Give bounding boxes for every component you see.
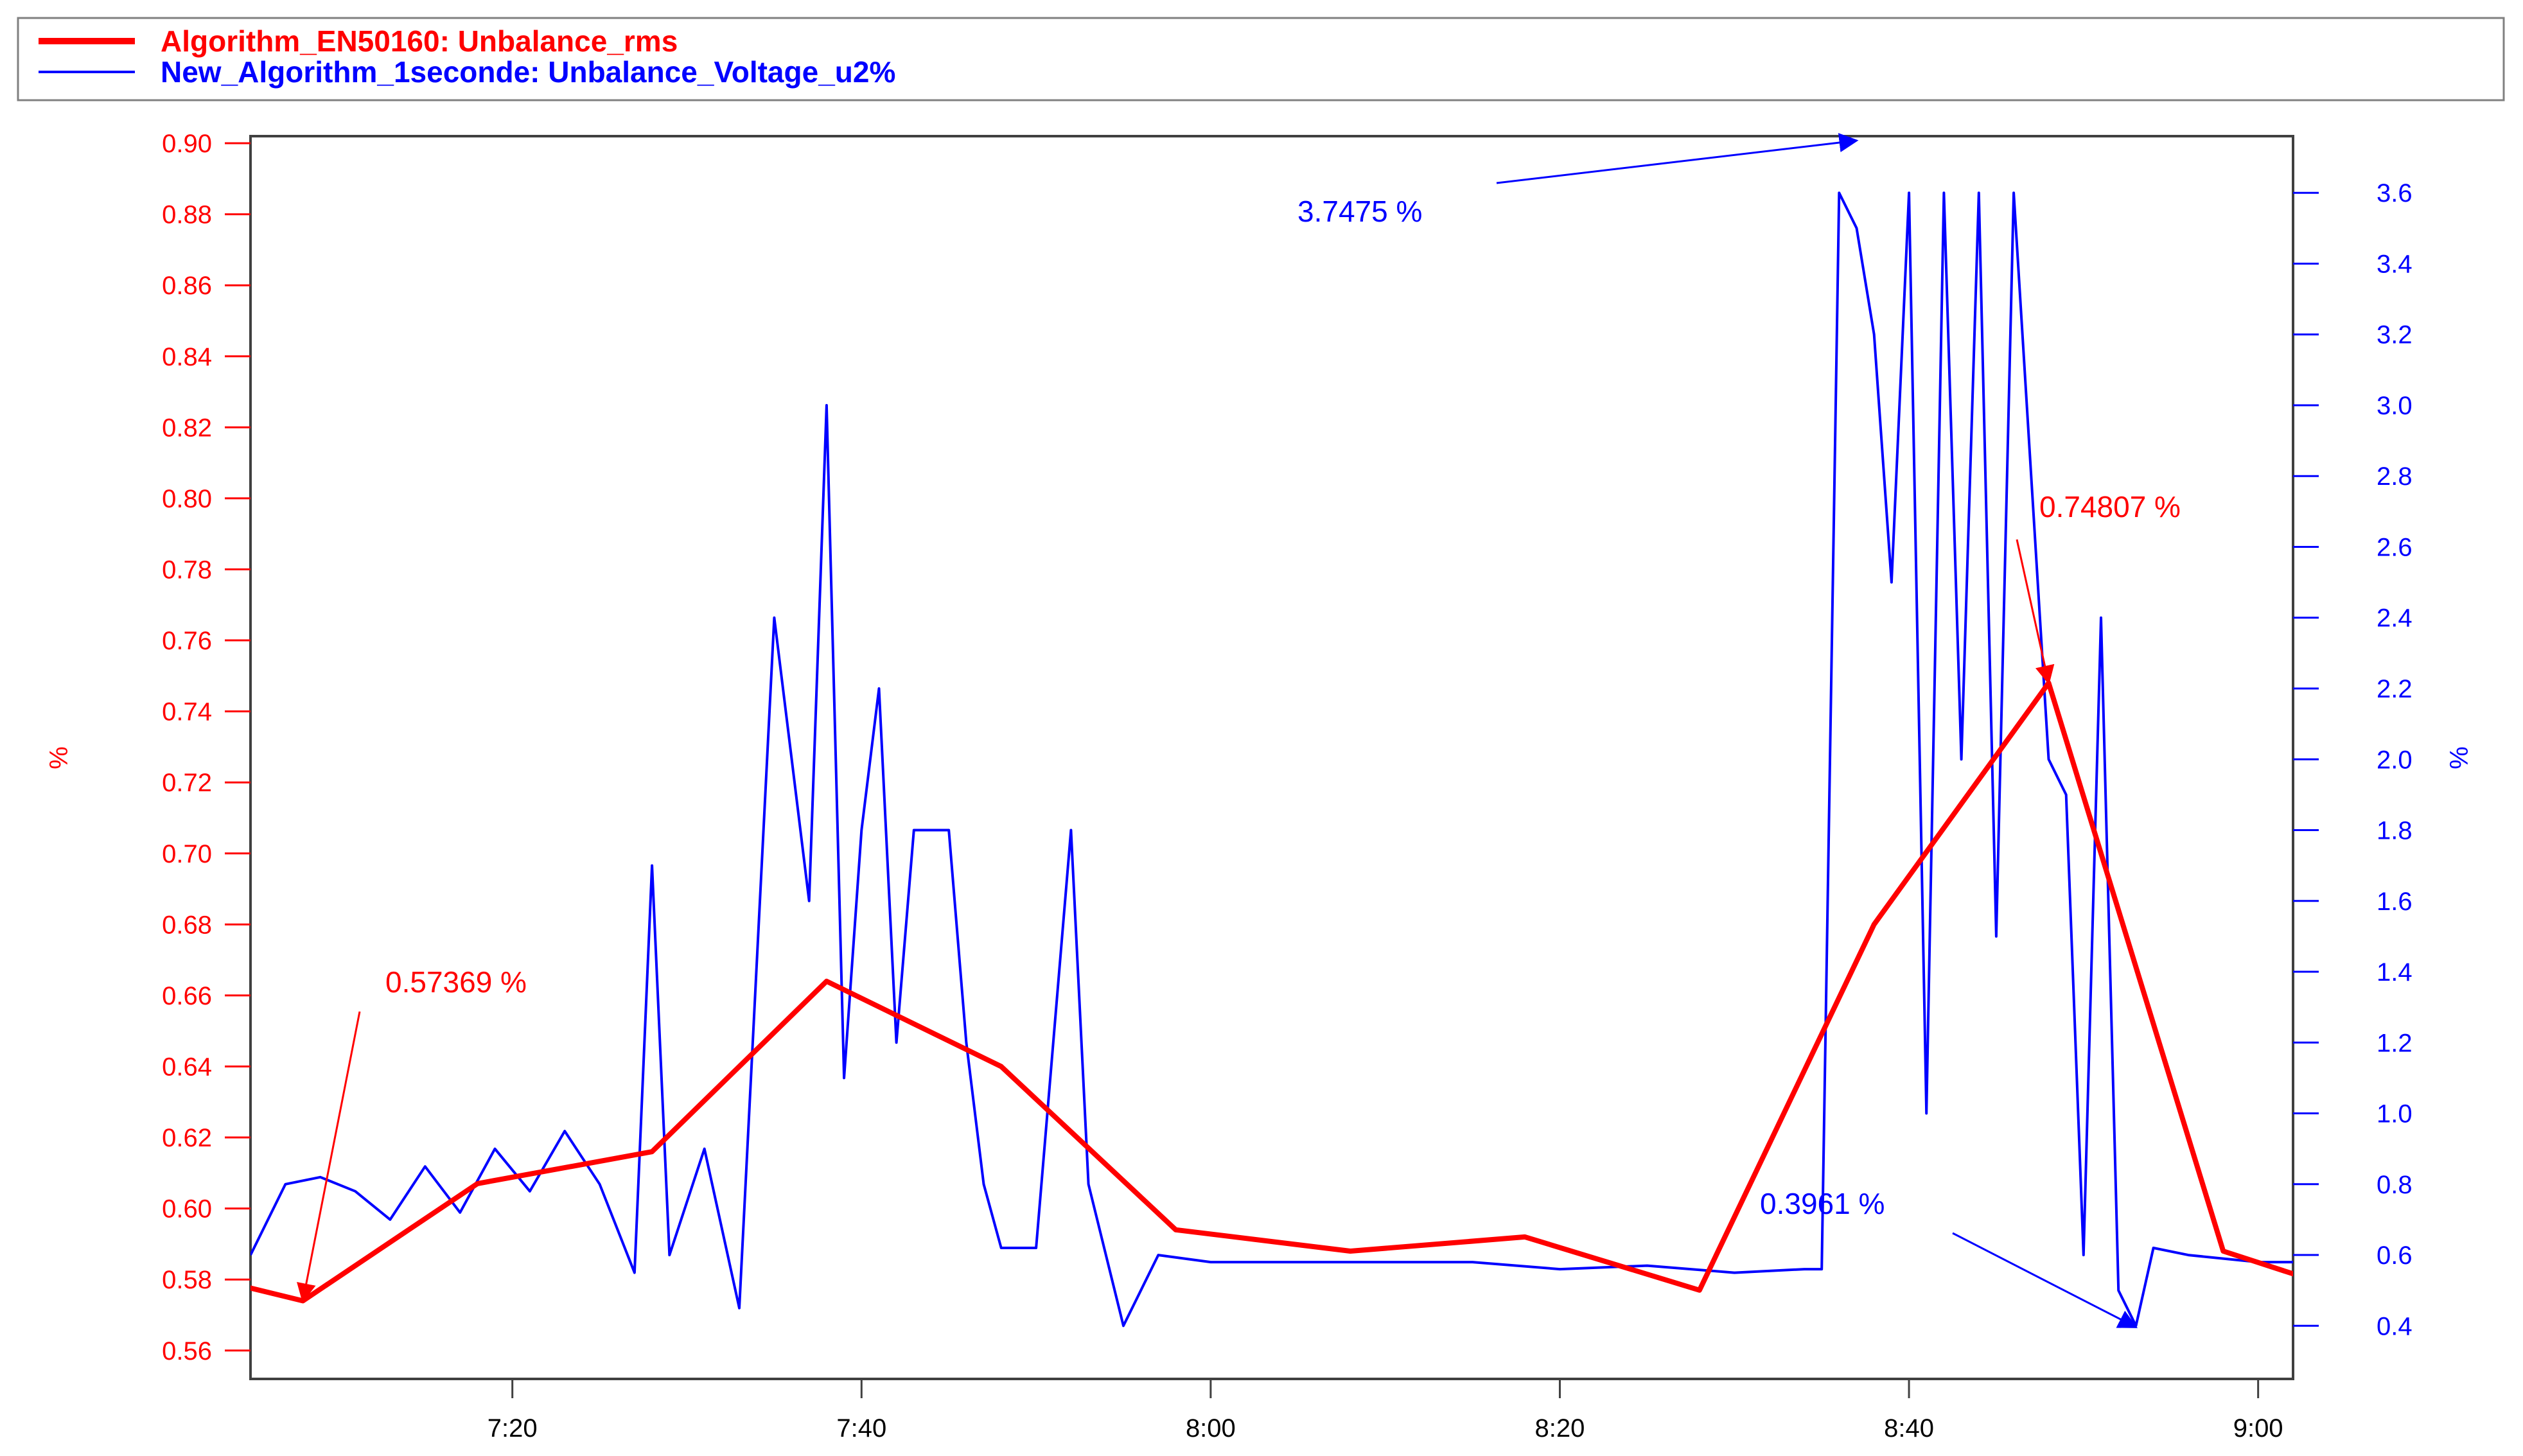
left-tick-label: 0.68 (162, 911, 212, 939)
legend-label-red: Algorithm_EN50160: Unbalance_rms (161, 24, 678, 58)
right-tick-label: 0.6 (2377, 1241, 2413, 1270)
left-tick-label: 0.90 (162, 130, 212, 158)
annotation-label: 0.3961 % (1760, 1187, 1885, 1220)
left-tick-label: 0.58 (162, 1266, 212, 1294)
left-tick-label: 0.76 (162, 627, 212, 655)
legend-box (17, 17, 2505, 101)
right-tick-label: 2.6 (2377, 533, 2413, 561)
left-tick-label: 0.74 (162, 698, 212, 726)
left-tick-label: 0.80 (162, 485, 212, 513)
left-tick-label: 0.86 (162, 272, 212, 300)
left-tick-label: 0.70 (162, 840, 212, 868)
right-tick-label: 3.6 (2377, 179, 2413, 207)
annotations: 0.57369 % 3.7475 % 0.74807 % 0.3961 % (297, 133, 2181, 1328)
left-tick-label: 0.60 (162, 1195, 212, 1224)
annotation-label: 0.57369 % (385, 965, 527, 999)
right-tick-label: 1.2 (2377, 1029, 2413, 1057)
x-axis: 7:20 7:40 8:00 8:20 8:40 9:00 (488, 1379, 2283, 1443)
left-tick-label: 0.82 (162, 414, 212, 442)
x-tick-label: 9:00 (2233, 1414, 2283, 1443)
right-tick-label: 0.8 (2377, 1171, 2413, 1199)
annotation-arrow (297, 1011, 361, 1303)
right-tick-label: 2.2 (2377, 675, 2413, 703)
annotation-label: 0.74807 % (2039, 490, 2181, 523)
left-tick-label: 0.64 (162, 1053, 212, 1081)
x-tick-label: 8:40 (1884, 1414, 1934, 1443)
right-tick-label: 3.4 (2377, 250, 2413, 278)
plot-frame (249, 135, 2294, 1380)
left-tick-label: 0.78 (162, 556, 212, 584)
annotation-arrow (1952, 1232, 2138, 1328)
legend: Algorithm_EN50160: Unbalance_rms New_Alg… (17, 17, 2505, 101)
annotation-label: 3.7475 % (1297, 195, 1422, 228)
right-tick-label: 0.4 (2377, 1312, 2413, 1340)
annotation-arrow (1496, 133, 1859, 184)
left-tick-label: 0.88 (162, 201, 212, 229)
left-tick-label: 0.56 (162, 1337, 212, 1365)
right-y-axis-label: % (2445, 746, 2474, 769)
right-tick-label: 2.8 (2377, 462, 2413, 491)
left-y-axis-label: % (45, 746, 73, 769)
left-tick-label: 0.62 (162, 1124, 212, 1152)
right-tick-label: 2.4 (2377, 604, 2413, 633)
right-tick-label: 1.6 (2377, 888, 2413, 916)
right-tick-label: 2.0 (2377, 746, 2413, 774)
right-tick-label: 3.2 (2377, 321, 2413, 349)
left-tick-label: 0.66 (162, 982, 212, 1010)
left-tick-label: 0.84 (162, 343, 212, 371)
annotation-arrow (2016, 539, 2055, 685)
x-tick-label: 7:40 (836, 1414, 886, 1443)
left-y-axis: 0.90 0.88 0.86 0.84 0.82 0.80 0.78 0.76 0.74 0.72… (162, 130, 251, 1365)
legend-label-blue: New_Algorithm_1seconde: Unbalance_Voltag… (161, 55, 895, 89)
series-line-new-algorithm (251, 191, 2293, 1328)
series-line-en50160 (251, 680, 2293, 1304)
left-tick-label: 0.72 (162, 769, 212, 797)
right-tick-label: 1.8 (2377, 817, 2413, 845)
x-tick-label: 8:20 (1535, 1414, 1585, 1443)
x-tick-label: 7:20 (488, 1414, 538, 1443)
right-tick-label: 3.0 (2377, 392, 2413, 420)
right-y-axis: 3.6 3.4 3.2 3.0 2.8 2.6 2.4 2.2 2.0 1.8 1.6 1.4 1.2 1… (2293, 179, 2413, 1340)
right-tick-label: 1.4 (2377, 958, 2413, 987)
series-layer (251, 191, 2293, 1328)
right-tick-label: 1.0 (2377, 1100, 2413, 1128)
x-tick-label: 8:00 (1186, 1414, 1236, 1443)
